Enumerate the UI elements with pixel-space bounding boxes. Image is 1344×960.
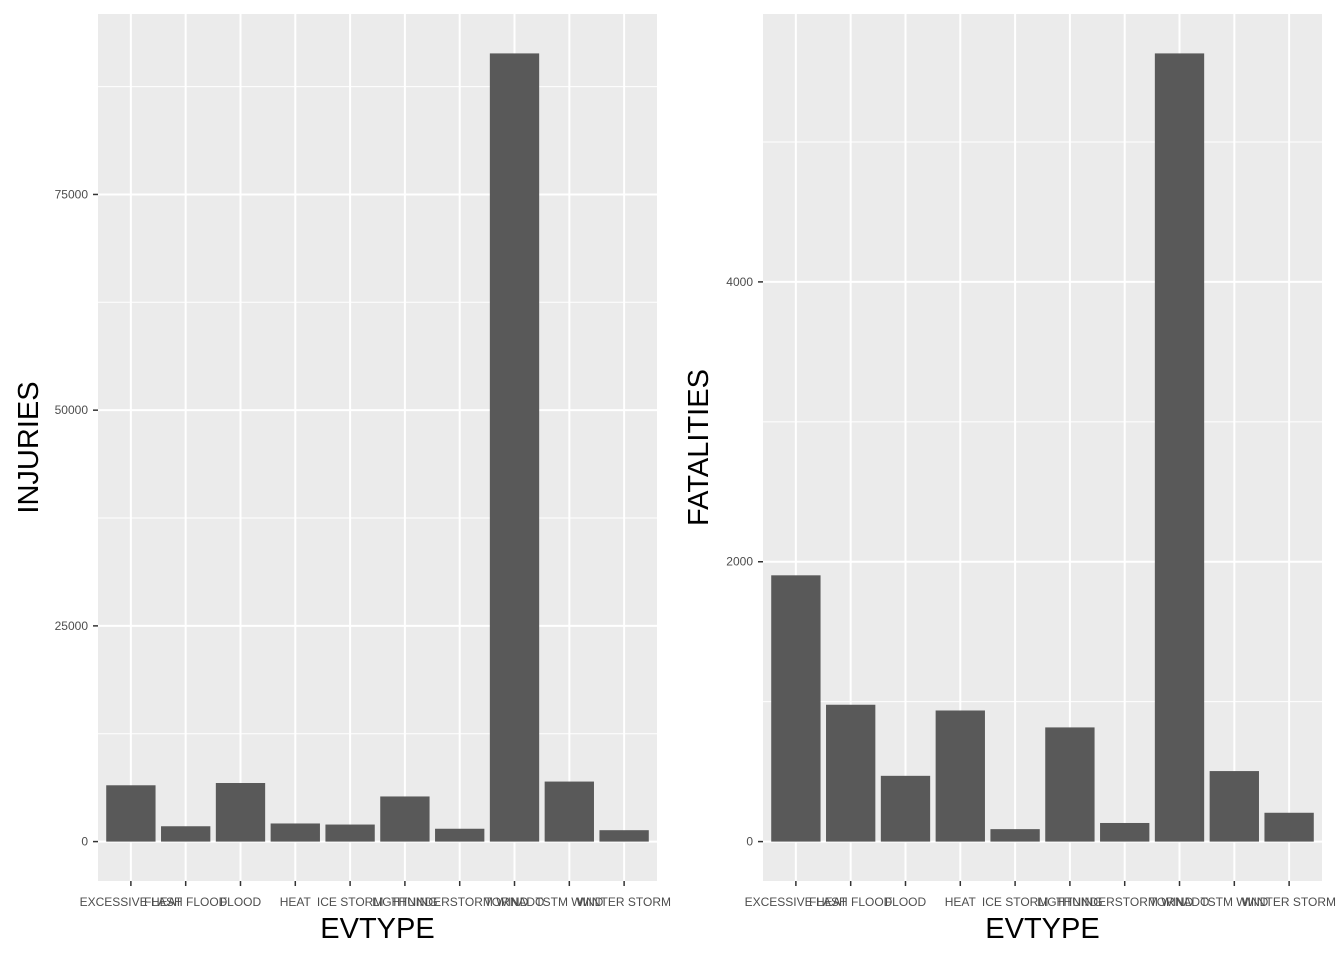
x-tick-label: FLOOD	[220, 895, 262, 909]
x-tick-label: FLASH FLOOD	[144, 895, 228, 909]
bar-lightning	[380, 796, 430, 842]
y-tick-label: 0	[81, 835, 88, 849]
y-tick-label: 4000	[726, 275, 753, 289]
bar-thunderstorm-wind	[1100, 822, 1150, 842]
x-tick-label: EXCESSIVE HEAT	[745, 895, 848, 909]
bar-flash-flood	[826, 704, 876, 842]
y-tick-label: 75000	[55, 187, 89, 201]
y-axis-title: FATALITIES	[683, 369, 715, 526]
x-tick-label: HEAT	[945, 895, 977, 909]
x-tick-label: WINTER STORM	[1242, 895, 1336, 909]
bar-tstm-wind	[1209, 771, 1259, 842]
bar-heat	[935, 710, 985, 842]
bar-heat	[270, 823, 320, 842]
x-tick-label: ICE STORM	[982, 895, 1048, 909]
x-tick-label: ICE STORM	[317, 895, 383, 909]
plot-panel	[98, 14, 657, 881]
bar-lightning	[1045, 727, 1095, 842]
bar-winter-storm	[1264, 812, 1314, 842]
x-tick-label: FLOOD	[885, 895, 927, 909]
y-tick-label: 50000	[55, 403, 89, 417]
bar-excessive-heat	[106, 785, 156, 842]
bar-excessive-heat	[771, 575, 821, 842]
y-tick-label: 2000	[726, 555, 753, 569]
bar-tornado	[1154, 53, 1205, 842]
y-tick-label: 0	[746, 835, 753, 849]
x-tick-label: LIGHTNING	[372, 895, 437, 909]
x-tick-label: LIGHTNING	[1037, 895, 1102, 909]
x-tick-label: TSTM WIND	[535, 895, 603, 909]
bar-winter-storm	[599, 830, 649, 842]
x-tick-label: THUNDERSTORM WIND	[1056, 895, 1193, 909]
bar-thunderstorm-wind	[435, 828, 485, 842]
bar-flood	[880, 775, 931, 842]
x-axis-title: EVTYPE	[985, 913, 1099, 945]
y-axis-title: INJURIES	[13, 381, 45, 513]
x-tick-label: TSTM WIND	[1200, 895, 1268, 909]
bar-tstm-wind	[544, 781, 594, 842]
bar-tornado	[489, 53, 540, 842]
bar-flash-flood	[161, 826, 211, 842]
x-tick-label: THUNDERSTORM WIND	[391, 895, 528, 909]
x-tick-label: EXCESSIVE HEAT	[80, 895, 183, 909]
x-tick-label: TORNADO	[1150, 895, 1210, 909]
x-tick-label: WINTER STORM	[577, 895, 671, 909]
x-tick-label: HEAT	[280, 895, 312, 909]
y-tick-label: 25000	[55, 619, 89, 633]
x-axis-title: EVTYPE	[320, 913, 434, 945]
bar-ice-storm	[990, 829, 1040, 842]
x-tick-label: TORNADO	[485, 895, 545, 909]
bar-flood	[215, 783, 266, 842]
x-tick-label: FLASH FLOOD	[809, 895, 893, 909]
bar-ice-storm	[325, 824, 375, 842]
